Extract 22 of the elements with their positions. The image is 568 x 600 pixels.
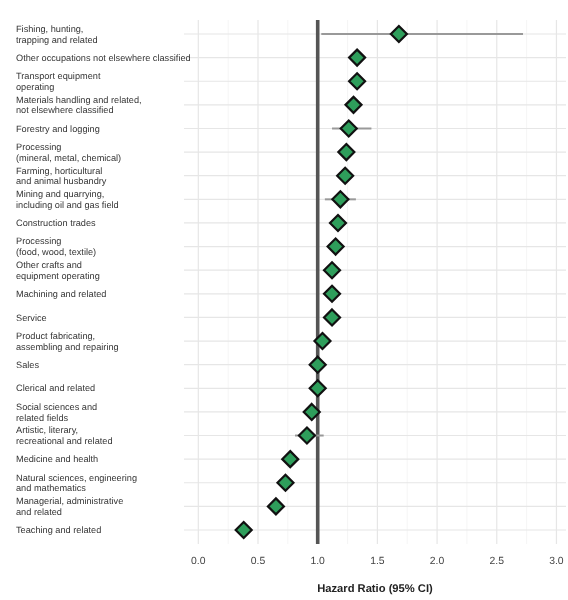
point bbox=[347, 48, 367, 67]
point bbox=[328, 213, 348, 233]
point bbox=[322, 308, 342, 327]
point bbox=[281, 450, 300, 469]
point bbox=[389, 24, 408, 44]
point bbox=[313, 331, 332, 351]
point bbox=[339, 119, 358, 138]
point bbox=[266, 497, 286, 516]
point bbox=[276, 473, 295, 492]
point bbox=[297, 426, 317, 445]
point bbox=[322, 261, 342, 280]
point bbox=[344, 95, 363, 114]
point bbox=[331, 190, 350, 209]
point bbox=[308, 379, 327, 398]
point bbox=[322, 284, 342, 303]
point bbox=[308, 355, 327, 374]
point bbox=[302, 402, 321, 421]
point bbox=[347, 72, 367, 91]
point bbox=[336, 166, 355, 185]
point bbox=[337, 143, 356, 162]
point bbox=[234, 520, 253, 540]
point bbox=[326, 237, 345, 256]
